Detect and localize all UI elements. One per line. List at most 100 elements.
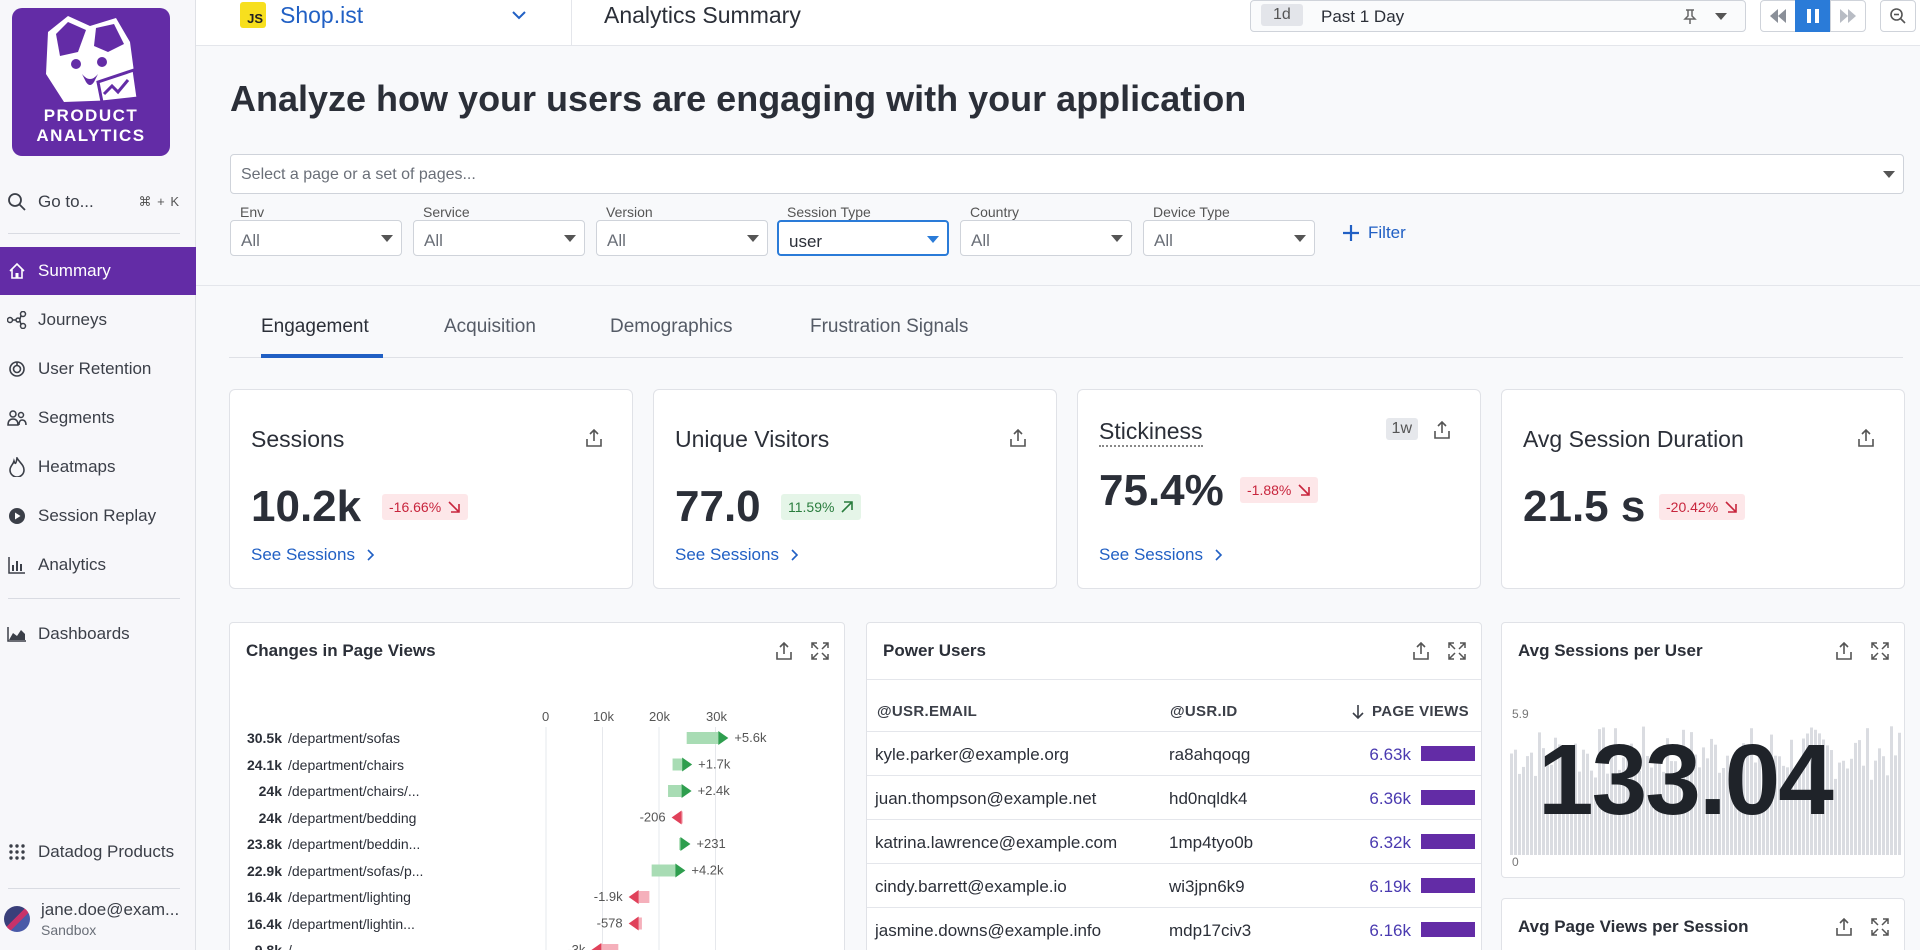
card-title: Stickiness [1099,418,1203,447]
filter-select[interactable]: All [960,220,1132,256]
filter-country[interactable]: Country All [960,204,1132,256]
background-bar [1758,756,1761,855]
chevron-down-icon [1111,235,1123,242]
sidebar-item-summary[interactable]: Summary [0,247,196,295]
table-row[interactable]: cindy.barrett@example.io wi3jpn6k9 6.19k [867,863,1481,907]
page-views-row[interactable]: 24k/department/bedding [230,805,790,831]
background-bar [1706,758,1709,855]
pause-button[interactable] [1795,0,1831,32]
export-icon[interactable] [1008,428,1028,448]
sidebar-item-user-retention[interactable]: User Retention [0,345,196,393]
zoom-out-button[interactable] [1880,0,1916,32]
background-bar [1854,742,1857,855]
page-views-row[interactable]: 22.9k/department/sofas/p... [230,858,790,884]
table-row[interactable]: juan.thompson@example.net hd0nqldk4 6.36k [867,775,1481,819]
page-views-row[interactable]: 16.4k/department/lightin... [230,911,790,937]
time-range-selector[interactable]: 1d Past 1 Day [1250,0,1746,32]
expand-icon[interactable] [1870,917,1890,937]
column-header-email[interactable]: @USR.EMAIL [877,703,978,720]
page-views-row[interactable]: 23.8k/department/beddin... [230,831,790,857]
pin-icon[interactable] [1683,9,1697,25]
sidebar-item-heatmaps[interactable]: Heatmaps [0,443,196,491]
export-icon[interactable] [1834,641,1854,661]
export-icon[interactable] [1432,420,1452,440]
column-header-page-views[interactable]: PAGE VIEWS [1352,703,1469,720]
page-select-input[interactable]: Select a page or a set of pages... [230,154,1904,194]
change-label: +231 [696,836,725,851]
change-value: -1.88% [1247,482,1292,498]
page-views-row[interactable]: 24.1k/department/chairs [230,752,790,778]
table-row[interactable]: katrina.lawrence@example.com 1mp4tyo0b 6.3… [867,819,1481,863]
export-icon[interactable] [1856,428,1876,448]
filter-session-type[interactable]: Session Type user [777,204,949,256]
dog-logo-icon [46,16,140,104]
sidebar-item-session-replay[interactable]: Session Replay [0,492,196,540]
column-header-label: PAGE VIEWS [1372,703,1469,720]
user-account[interactable]: jane.doe@exam... Sandbox [4,898,194,944]
page-views-bar [1421,878,1475,893]
export-icon[interactable] [774,641,794,661]
filter-select[interactable]: All [596,220,768,256]
page-views-value: 6.36k [1369,789,1411,808]
background-bar [1530,752,1533,855]
chevron-down-icon[interactable] [1715,13,1727,21]
change-arrow [675,863,686,878]
expand-icon[interactable] [1870,641,1890,661]
rewind-button[interactable] [1760,0,1796,32]
change-value: -16.66% [389,499,442,515]
filter-select[interactable]: All [1143,220,1315,256]
search-icon [6,191,28,213]
sidebar-item-analytics[interactable]: Analytics [0,541,196,589]
background-bar [1630,743,1633,855]
table-row[interactable]: jasmine.downs@example.info mdp17civ3 6.16k [867,907,1481,950]
time-range-badge: 1d [1261,4,1303,26]
export-icon[interactable] [1411,641,1431,661]
goto-search[interactable]: Go to... ⌘ + K [6,189,180,215]
page-views-row[interactable]: 24k/department/chairs/... [230,778,790,804]
background-bar [1718,772,1721,855]
card-value: 75.4% [1099,466,1224,515]
sidebar-item-dashboards[interactable]: Dashboards [0,610,196,658]
sidebar-item-journeys[interactable]: Journeys [0,296,196,344]
export-icon[interactable] [1834,917,1854,937]
filter-env[interactable]: Env All [230,204,402,256]
tab-demographics[interactable]: Demographics [610,316,733,337]
table-row[interactable]: kyle.parker@example.org ra8ahqoqg 6.63k [867,731,1481,775]
product-analytics-logo[interactable]: PRODUCT ANALYTICS [12,8,170,156]
tab-frustration-signals[interactable]: Frustration Signals [810,316,969,337]
background-bar [1642,726,1645,855]
page-views-row[interactable]: 9.8k / [230,937,790,950]
datadog-products-menu[interactable]: Datadog Products [0,828,196,876]
chevron-down-icon[interactable] [510,6,528,24]
see-sessions-link[interactable]: See Sessions [251,545,375,565]
see-sessions-link[interactable]: See Sessions [1099,545,1223,565]
fast-forward-button[interactable] [1830,0,1866,32]
app-selector[interactable]: Shop.ist [280,2,364,28]
see-sessions-link[interactable]: See Sessions [675,545,799,565]
filter-device-type[interactable]: Device Type All [1143,204,1315,256]
filter-select[interactable]: All [413,220,585,256]
expand-icon[interactable] [810,641,830,661]
filter-select[interactable]: user [777,220,949,256]
background-bar [1538,732,1541,855]
axis-tick: 30k [706,709,727,724]
background-bar [1510,753,1513,855]
add-filter-button[interactable]: Filter [1342,223,1406,243]
metric-card-stickiness: Stickiness 1w 75.4% -1.88% See Sessions [1077,389,1481,589]
filter-value: All [424,231,443,250]
background-bar [1890,726,1893,855]
tab-engagement[interactable]: Engagement [261,316,369,337]
tab-acquisition[interactable]: Acquisition [444,316,536,337]
filter-version[interactable]: Version All [596,204,768,256]
expand-icon[interactable] [1447,641,1467,661]
background-bar [1662,771,1665,855]
export-icon[interactable] [584,428,604,448]
page-views-row[interactable]: 30.5k/department/sofas [230,725,790,751]
widget-title: Changes in Page Views [246,641,436,660]
filter-select[interactable]: All [230,220,402,256]
change-arrow [628,916,639,931]
sidebar-item-segments[interactable]: Segments [0,394,196,442]
page-views-row[interactable]: 16.4k/department/lighting [230,884,790,910]
filter-service[interactable]: Service All [413,204,585,256]
column-header-id[interactable]: @USR.ID [1170,703,1238,720]
